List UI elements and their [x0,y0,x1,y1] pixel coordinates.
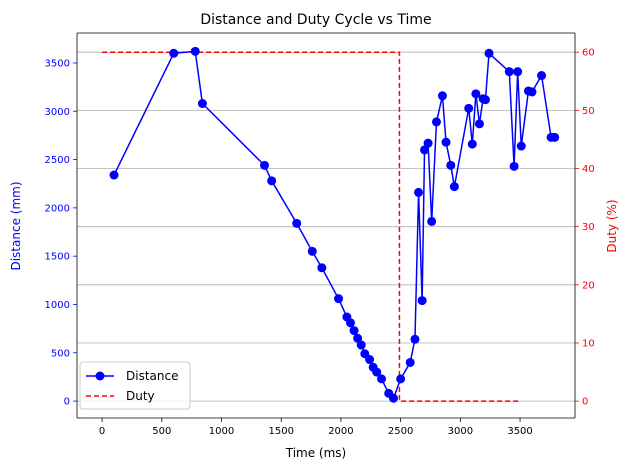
distance-point [513,67,523,77]
distance-point [353,333,363,343]
distance-point [417,296,427,306]
x-tick-label: 2500 [388,426,413,437]
left-y-tick-label: 0 [64,397,70,408]
left-y-axis-label: Distance (mm) [9,181,23,270]
distance-point [414,187,424,197]
right-y-tick-label: 10 [582,338,595,349]
chart-title: Distance and Duty Cycle vs Time [200,12,431,28]
left-y-tick-label: 2000 [45,203,70,214]
distance-point [267,176,277,186]
legend: Distance Duty [79,361,191,410]
right-y-tick-label: 0 [582,397,588,408]
distance-point [480,95,490,105]
distance-point [446,160,456,170]
distance-point [317,263,327,273]
distance-point [410,334,420,344]
distance-point [356,340,366,350]
distance-point [405,357,415,367]
distance-point [464,103,474,113]
right-y-tick-label: 20 [582,280,595,291]
distance-point [349,326,359,336]
distance-point [516,141,526,151]
right-y-tick-label: 40 [582,164,595,175]
x-tick-label: 3500 [507,426,532,437]
distance-point [509,161,519,171]
x-axis-label: Time (ms) [285,446,347,460]
x-tick-label: 500 [152,426,171,437]
distance-point [449,182,459,192]
distance-point [292,218,302,228]
distance-point [504,67,514,77]
axes-layer: 0 500 1000 1500 2000 2500 3000 3500050010001500… [45,32,595,437]
duty-series-line [102,51,521,402]
distance-point [190,46,200,56]
distance-point [396,374,406,384]
x-tick-label: 2000 [328,426,353,437]
left-y-tick-label: 3000 [45,107,70,118]
distance-point [427,216,437,226]
distance-point [169,48,179,58]
distance-point [365,355,375,365]
distance-point [307,246,317,256]
distance-point [334,294,344,304]
right-y-tick-label: 60 [582,48,595,59]
distance-point [527,87,537,97]
legend-duty-label: Duty [126,389,155,403]
labels-layer: Distance and Duty Cycle vs Time Time (ms… [9,12,619,460]
distance-point [537,71,547,81]
distance-point [197,99,207,109]
legend-distance-marker [95,371,105,381]
distance-point [388,393,398,403]
distance-point [372,367,382,377]
right-y-tick-label: 30 [582,222,595,233]
distance-point [484,48,494,58]
x-tick-label: 1000 [209,426,234,437]
left-y-tick-label: 1000 [45,300,70,311]
right-y-tick-label: 50 [582,106,595,117]
distance-point [474,119,484,129]
distance-point [550,132,560,142]
legend-distance-label: Distance [126,369,178,383]
series-layer [102,46,560,403]
x-tick-label: 1500 [268,426,293,437]
distance-point [441,137,451,147]
x-tick-label: 3000 [448,426,473,437]
distance-point [437,91,447,101]
left-y-tick-label: 3500 [45,58,70,69]
left-y-tick-label: 500 [51,348,70,359]
distance-point [423,138,433,148]
distance-point [109,170,119,180]
left-y-tick-label: 1500 [45,252,70,263]
distance-point [259,160,269,170]
left-y-tick-label: 2500 [45,155,70,166]
x-tick-label: 0 [99,426,105,437]
legend-box [79,361,191,410]
distance-point [377,374,387,384]
distance-point [431,117,441,127]
distance-point [467,139,477,149]
distance-point [420,145,430,155]
distance-point [471,89,481,99]
distance-point [345,318,355,328]
right-y-axis-label: Duty (%) [605,199,619,252]
